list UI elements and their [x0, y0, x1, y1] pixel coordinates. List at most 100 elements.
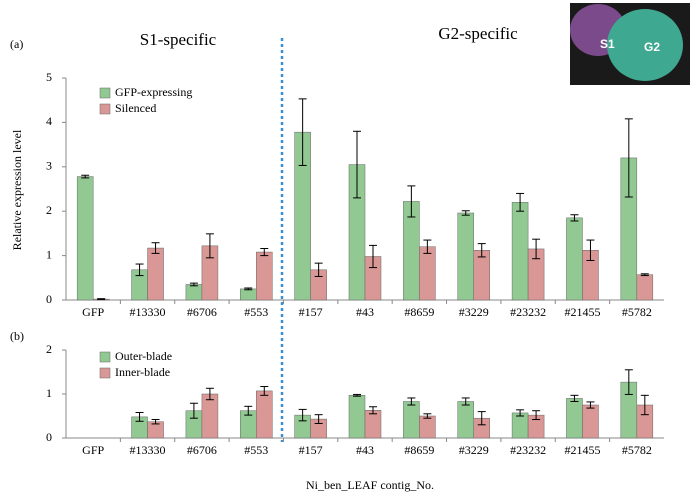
error-bar: [260, 386, 269, 396]
x-tick-label: #23232: [510, 305, 546, 319]
x-tick-label: #157: [299, 443, 323, 457]
x-tick-label: #553: [244, 305, 268, 319]
error-bar: [516, 409, 525, 417]
x-tick-label: #43: [356, 443, 374, 457]
error-bar: [298, 98, 307, 166]
legend-swatch: [99, 367, 111, 379]
x-tick-label: #13330: [130, 443, 166, 457]
legend-label: Inner-blade: [115, 365, 170, 379]
error-bar: [81, 174, 90, 179]
x-tick-label: #8659: [404, 305, 434, 319]
bar: [511, 412, 529, 439]
x-tick-label: #8659: [404, 443, 434, 457]
y-axis-label: Relative expression level: [10, 129, 24, 250]
bar: [419, 246, 436, 301]
x-tick-label: #3229: [459, 443, 489, 457]
x-tick-label: GFP: [82, 443, 104, 457]
legend-label: Outer-blade: [115, 349, 172, 363]
x-tick-label: #43: [356, 305, 374, 319]
error-bar: [586, 401, 595, 409]
bar: [566, 398, 583, 439]
legend-swatch: [99, 351, 111, 363]
error-bar: [135, 411, 144, 422]
error-bar: [570, 394, 579, 402]
legend-label: Silenced: [115, 101, 156, 115]
error-bar: [423, 413, 432, 419]
region-label: S1-specific: [140, 30, 217, 49]
x-tick-label: #5782: [622, 305, 652, 319]
bar: [566, 217, 583, 301]
error-bar: [586, 239, 595, 261]
inset-label: S1: [600, 37, 615, 51]
bar: [147, 247, 164, 301]
legend-swatch: [99, 87, 111, 99]
bar: [240, 288, 257, 301]
error-bar: [205, 233, 214, 259]
error-bar: [189, 282, 198, 287]
error-bar: [461, 397, 470, 406]
bar: [636, 274, 654, 301]
error-bar: [407, 185, 416, 218]
x-tick-label: #6706: [187, 443, 217, 457]
y-tick-label: 3: [46, 159, 52, 173]
error-bar: [532, 410, 541, 421]
x-tick-label: #13330: [130, 305, 166, 319]
error-bar: [461, 210, 470, 216]
error-bar: [314, 262, 323, 277]
error-bar: [640, 273, 649, 277]
bar: [256, 390, 273, 439]
x-tick-label: GFP: [82, 305, 104, 319]
x-tick-label: #6706: [187, 305, 217, 319]
bar: [403, 401, 420, 439]
x-axis-label: Ni_ben_LEAF contig_No.: [306, 478, 434, 492]
error-bar: [532, 238, 541, 260]
region-label: G2-specific: [438, 24, 518, 43]
error-bar: [624, 118, 633, 198]
bar: [76, 176, 94, 301]
error-bar: [314, 414, 323, 424]
bar: [457, 212, 474, 301]
legend-swatch: [99, 103, 111, 115]
error-bar: [369, 244, 377, 269]
y-tick-label: 1: [46, 386, 52, 400]
bar: [364, 410, 382, 439]
y-tick-label: 5: [46, 70, 52, 84]
error-bar: [151, 242, 160, 254]
legend-label: GFP-expressing: [115, 85, 192, 99]
x-tick-label: #23232: [510, 443, 546, 457]
bar: [201, 393, 219, 439]
y-tick-label: 2: [46, 342, 52, 356]
x-tick-label: #5782: [622, 443, 652, 457]
error-bar: [205, 387, 214, 401]
error-bar: [369, 406, 377, 415]
error-bar: [244, 405, 253, 416]
error-bar: [151, 419, 160, 425]
error-bar: [353, 393, 361, 397]
bar: [457, 401, 474, 439]
x-tick-label: #157: [299, 305, 323, 319]
error-bar: [260, 247, 269, 257]
x-tick-label: #3229: [459, 305, 489, 319]
bar: [511, 202, 529, 301]
error-bar: [640, 394, 649, 416]
x-tick-label: #21455: [564, 443, 600, 457]
error-bar: [516, 192, 525, 212]
error-bar: [244, 287, 253, 291]
y-tick-label: 0: [46, 292, 52, 306]
bar: [185, 284, 203, 301]
error-bar: [97, 298, 106, 301]
bar: [348, 395, 366, 439]
x-tick-label: #553: [244, 443, 268, 457]
error-bar: [135, 263, 144, 277]
error-bar: [624, 369, 633, 395]
error-bar: [423, 239, 432, 254]
y-tick-label: 0: [46, 430, 52, 444]
bar: [582, 404, 599, 439]
error-bar: [407, 397, 416, 406]
error-bar: [189, 402, 198, 419]
error-bar: [477, 411, 486, 426]
y-tick-label: 2: [46, 203, 52, 217]
bar: [419, 415, 436, 439]
error-bar: [477, 243, 486, 258]
